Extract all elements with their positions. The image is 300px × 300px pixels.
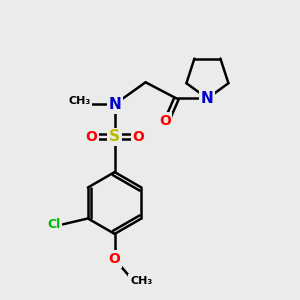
Text: CH₃: CH₃ xyxy=(130,276,152,286)
Text: CH₃: CH₃ xyxy=(68,96,91,106)
Text: O: O xyxy=(132,130,144,144)
Text: N: N xyxy=(108,97,121,112)
Text: O: O xyxy=(85,130,97,144)
Text: Cl: Cl xyxy=(47,218,61,231)
Text: O: O xyxy=(159,114,171,128)
Text: S: S xyxy=(109,129,120,144)
Text: N: N xyxy=(201,91,214,106)
Text: O: O xyxy=(109,252,121,266)
